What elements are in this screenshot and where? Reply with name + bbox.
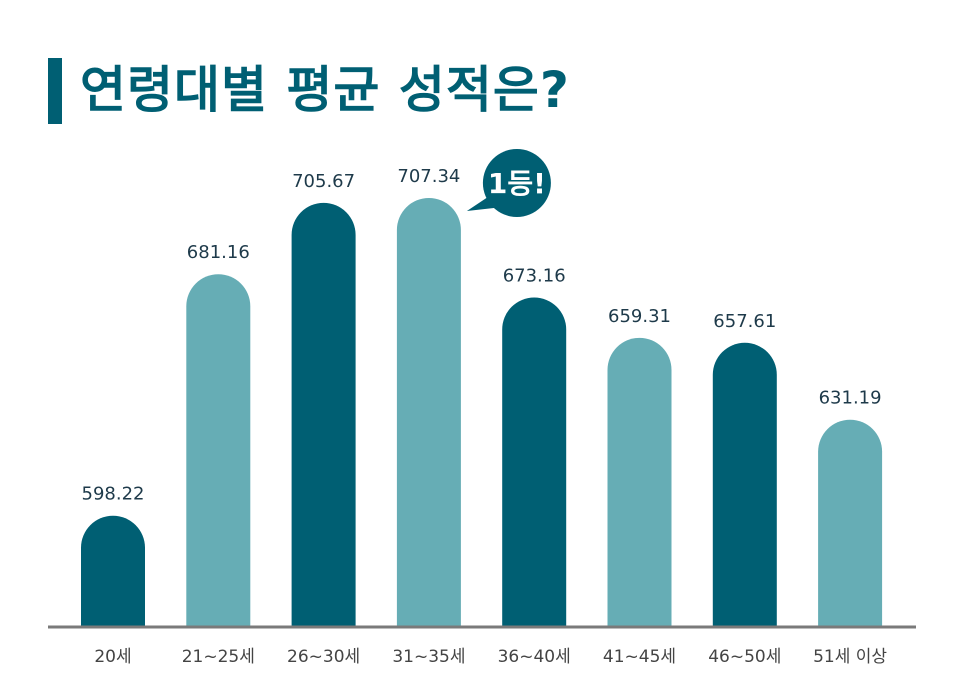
value-label-7: 631.19 [819,388,882,409]
bar-0 [81,515,145,627]
bar-7 [818,419,883,627]
title-accent-bar [48,58,62,124]
value-label-2: 705.67 [292,171,355,192]
bar-5 [607,337,672,627]
first-place-callout: 1등! [466,149,551,217]
bar-2 [291,202,356,627]
bar-1 [186,274,251,627]
category-label-1: 21~25세 [182,647,255,667]
value-label-6: 657.61 [713,311,776,332]
value-label-0: 598.22 [82,484,145,505]
bar-6 [712,342,777,627]
callout-text: 1등! [488,167,546,200]
category-label-2: 26~30세 [287,647,360,667]
category-label-7: 51세 이상 [813,647,887,667]
bars-group: 598.22 20세 681.16 21~25세 705.67 26~30세 707.34 3… [81,166,887,667]
value-label-5: 659.31 [608,306,671,327]
category-label-0: 20세 [94,647,131,667]
category-label-3: 31~35세 [392,647,465,667]
value-label-1: 681.16 [187,242,250,263]
bar-3 [396,198,461,627]
category-label-6: 46~50세 [708,647,781,667]
category-label-4: 36~40세 [498,647,571,667]
value-label-3: 707.34 [397,166,460,187]
bar-4 [502,297,567,627]
callout-bubble [482,149,551,217]
value-label-4: 673.16 [503,266,566,287]
chart-title: 연령대별 평균 성적은? [80,61,570,119]
category-label-5: 41~45세 [603,647,676,667]
